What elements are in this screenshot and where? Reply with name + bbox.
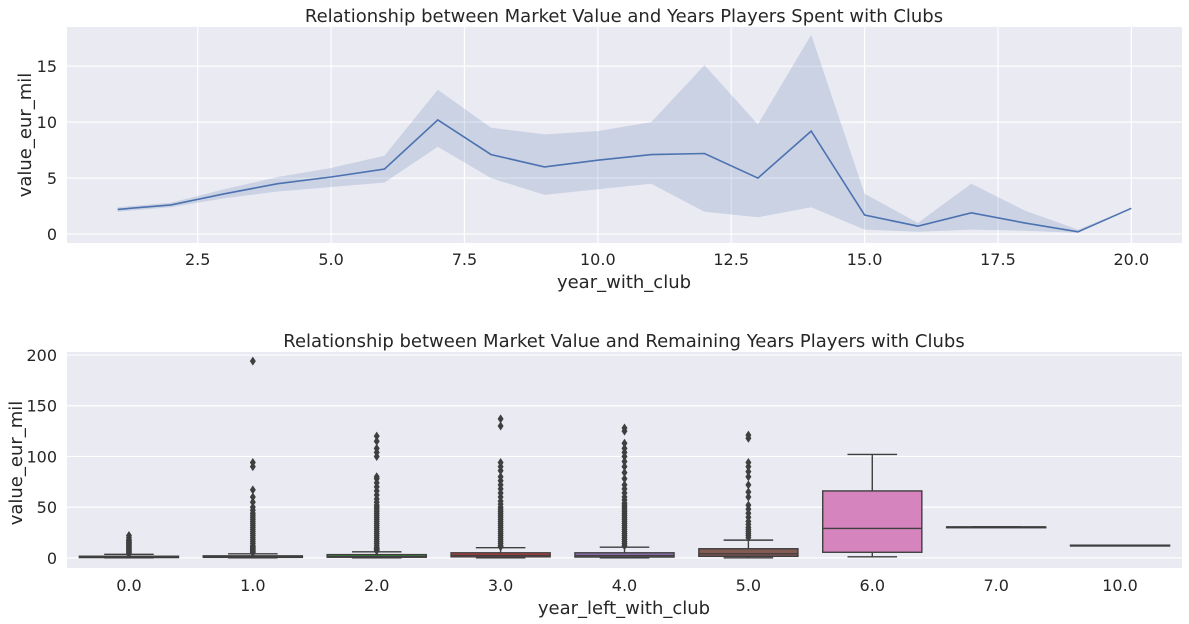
box-1.0 <box>202 356 304 559</box>
box-4.0 <box>574 423 675 559</box>
outlier-point <box>621 462 628 472</box>
y-tick-label: 0 <box>47 549 57 568</box>
outlier-point <box>621 474 628 484</box>
x-tick-label: 10.0 <box>580 250 616 269</box>
outlier-point <box>497 472 504 482</box>
outlier-point <box>497 458 504 468</box>
x-tick-label: 1.0 <box>240 576 265 595</box>
outlier-point <box>745 467 752 477</box>
outlier-point <box>497 414 504 424</box>
line-chart-plot-area <box>67 27 1182 243</box>
y-tick-label: 0 <box>47 225 57 244</box>
line-chart: Relationship between Market Value and Ye… <box>15 6 1182 293</box>
outlier-point <box>621 423 628 433</box>
outlier-point <box>373 436 380 446</box>
box-7.0 <box>945 526 1047 529</box>
outlier-point <box>373 443 380 453</box>
x-tick-label: 3.0 <box>488 576 513 595</box>
outlier-point <box>249 497 256 507</box>
box-2.0 <box>326 431 427 559</box>
y-tick-label: 15 <box>37 57 57 76</box>
outlier-point <box>621 457 628 467</box>
outlier-point <box>249 485 256 495</box>
outlier-point <box>249 502 256 512</box>
x-tick-label: 7.5 <box>452 250 477 269</box>
x-tick-label: 10.0 <box>1102 576 1138 595</box>
x-tick-label: 5.0 <box>318 250 343 269</box>
line-chart-x-ticks: 2.5 5.0 7.5 10.0 12.5 15.0 17.5 20.0 <box>185 250 1149 269</box>
outlier-point <box>745 458 752 468</box>
x-tick-label: 0.0 <box>116 576 141 595</box>
line-chart-y-axis-label: value_eur_mil <box>15 73 36 198</box>
box-chart-y-ticks: 0 50 100 150 200 <box>26 346 57 568</box>
outlier-point <box>745 500 752 510</box>
outlier-point <box>249 458 256 468</box>
outlier-point <box>745 492 752 502</box>
box-chart-boxes <box>78 356 1171 559</box>
box-chart-title: Relationship between Market Value and Re… <box>283 331 964 352</box>
y-tick-label: 150 <box>26 397 57 416</box>
line-chart-x-axis-label: year_with_club <box>557 272 691 293</box>
box-iqr <box>698 548 799 558</box>
y-tick-label: 10 <box>37 113 57 132</box>
mean-line <box>117 118 1132 233</box>
y-tick-label: 5 <box>47 169 57 188</box>
outlier-point <box>125 531 132 541</box>
x-tick-label: 20.0 <box>1114 250 1150 269</box>
box-chart-x-ticks: 0.0 1.0 2.0 3.0 4.0 5.0 6.0 7.0 10.0 <box>116 576 1138 595</box>
box-0.0 <box>78 531 180 559</box>
line-chart-ci-band <box>117 34 1132 233</box>
outlier-point <box>373 431 380 441</box>
y-tick-label: 100 <box>26 447 57 466</box>
x-tick-label: 2.0 <box>364 576 389 595</box>
outlier-point <box>745 487 752 497</box>
box-chart-x-axis-label: year_left_with_club <box>538 598 710 619</box>
line-chart-series <box>117 118 1132 233</box>
x-tick-label: 4.0 <box>612 576 637 595</box>
y-tick-label: 50 <box>37 498 57 517</box>
line-chart-grid <box>67 27 1182 243</box>
box-chart: Relationship between Market Value and Re… <box>6 331 1182 619</box>
box-iqr <box>822 490 923 553</box>
x-tick-label: 5.0 <box>736 576 761 595</box>
x-tick-label: 17.5 <box>980 250 1016 269</box>
x-tick-label: 12.5 <box>713 250 749 269</box>
box-5.0 <box>698 430 799 559</box>
outlier-point <box>373 472 380 482</box>
ci-band <box>117 34 1132 233</box>
box-chart-y-axis-label: value_eur_mil <box>6 401 27 526</box>
box-3.0 <box>450 414 551 559</box>
y-tick-label: 200 <box>26 346 57 365</box>
x-tick-label: 2.5 <box>185 250 210 269</box>
outlier-point <box>621 480 628 490</box>
outlier-point <box>497 421 504 431</box>
outlier-point <box>745 430 752 440</box>
outlier-point <box>621 438 628 448</box>
x-tick-label: 7.0 <box>983 576 1008 595</box>
x-tick-label: 6.0 <box>860 576 885 595</box>
outlier-point <box>745 480 752 490</box>
box-10.0 <box>1069 544 1171 547</box>
line-chart-y-ticks: 0 5 10 15 <box>37 57 57 244</box>
outlier-point <box>745 472 752 482</box>
outlier-point <box>249 356 256 366</box>
box-6.0 <box>822 453 923 558</box>
x-tick-label: 15.0 <box>847 250 883 269</box>
outlier-point <box>621 468 628 478</box>
line-chart-title: Relationship between Market Value and Ye… <box>305 6 943 27</box>
outlier-point <box>249 492 256 502</box>
outlier-point <box>621 443 628 453</box>
